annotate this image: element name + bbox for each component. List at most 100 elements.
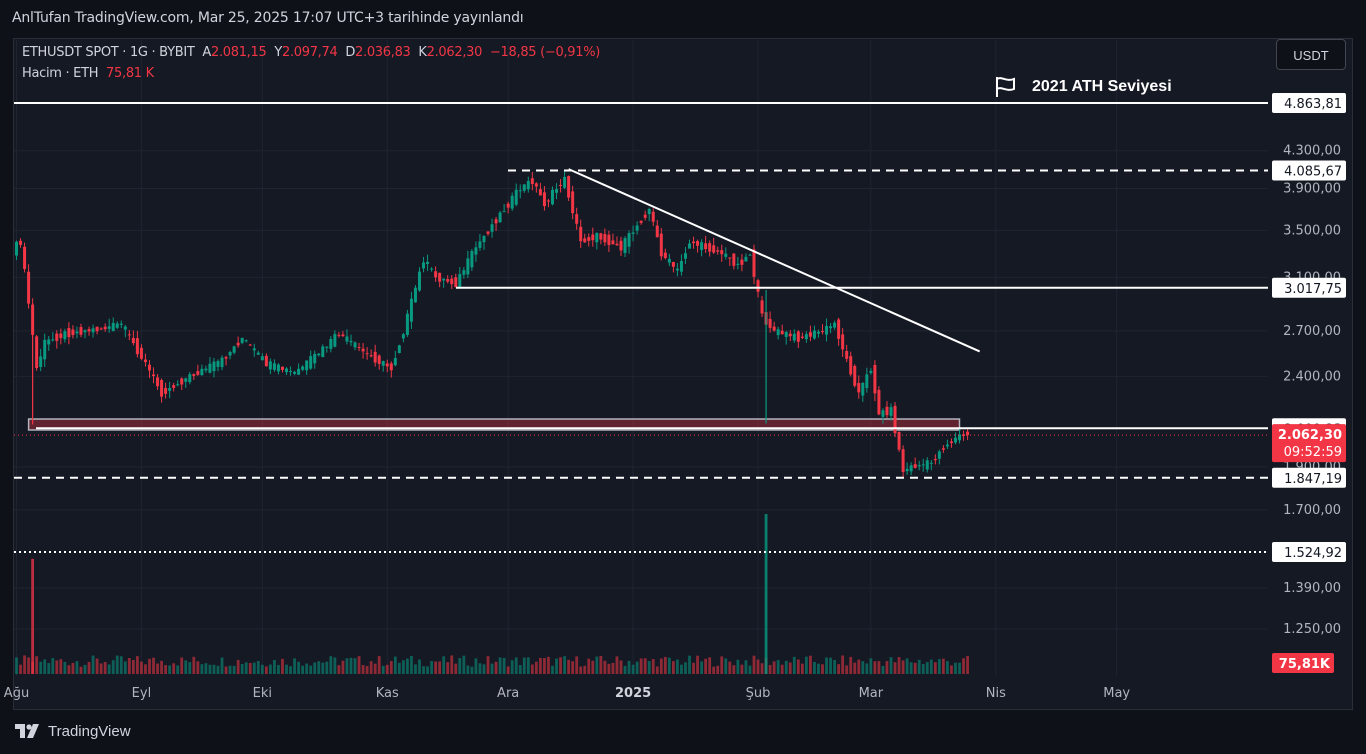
candle-body <box>494 219 498 224</box>
volume-bar <box>313 662 317 674</box>
candle-body <box>663 252 667 259</box>
candle-body <box>591 234 595 241</box>
candle-body <box>349 340 353 343</box>
symbol-name[interactable]: ETHUSDT SPOT · 1G · BYBIT <box>22 45 195 60</box>
volume-bar <box>482 664 486 674</box>
candle-body <box>655 225 659 238</box>
volume-bar <box>909 662 913 674</box>
low-label: D <box>345 45 356 60</box>
volume-label[interactable]: Hacim · ETH <box>22 66 99 81</box>
volume-bar <box>688 655 691 674</box>
volume-bar <box>744 660 748 674</box>
candle-body <box>39 356 43 367</box>
candle-body <box>768 318 772 328</box>
volume-bar <box>27 657 30 674</box>
price-tick-label: 3.900,00 <box>1283 181 1341 196</box>
candle-body <box>937 451 941 459</box>
volume-bar <box>784 660 788 674</box>
volume-bar <box>889 657 893 674</box>
volume-bar <box>478 663 482 674</box>
volume-bar <box>381 665 385 674</box>
ath-annotation[interactable]: 2021 ATH Seviyesi <box>994 76 1172 98</box>
tradingview-brand[interactable]: TradingView <box>14 722 131 740</box>
candle-body <box>506 203 510 208</box>
volume-bar <box>123 661 127 674</box>
candle-body <box>405 313 409 335</box>
volume-bar <box>676 659 679 674</box>
volume-bar <box>152 657 155 674</box>
candle-body <box>833 322 837 328</box>
volume-bar <box>414 664 417 674</box>
candle-body <box>555 189 559 193</box>
candle-body <box>228 352 232 356</box>
time-tick-label: Nis <box>986 686 1006 701</box>
candle-body <box>800 336 804 338</box>
volume-bar <box>377 656 381 674</box>
candle-body <box>796 331 800 342</box>
volume-bar <box>252 662 256 674</box>
volume-bar <box>115 655 119 674</box>
volume-bar <box>192 656 196 674</box>
support-zone[interactable] <box>27 418 961 431</box>
currency-button[interactable]: USDT <box>1276 39 1346 70</box>
volume-bar <box>752 655 756 674</box>
volume-bar <box>63 661 67 674</box>
volume-bar <box>857 659 861 674</box>
volume-bar <box>897 657 901 674</box>
candle-body <box>502 211 506 213</box>
candle-body <box>953 437 957 443</box>
volume-bar <box>849 656 853 674</box>
candle-body <box>748 254 752 256</box>
current-price-tag-box <box>1272 424 1346 463</box>
candle-body <box>103 326 107 330</box>
volume-bar <box>837 664 841 674</box>
candle-body <box>232 346 236 353</box>
price-tick-label: 1.390,00 <box>1283 581 1341 596</box>
descending-trendline[interactable] <box>568 168 981 353</box>
volume-bar <box>587 658 591 674</box>
publish-caption: AnlTufan TradingView.com, Mar 25, 2025 1… <box>12 10 524 26</box>
volume-bar <box>530 664 534 674</box>
volume-bar <box>341 660 345 674</box>
candle-body <box>518 190 522 192</box>
candle-body <box>821 331 824 333</box>
volume-bar <box>547 656 550 674</box>
candle-body <box>909 465 913 472</box>
volume-bar <box>905 658 909 674</box>
volume-bar <box>309 665 313 674</box>
volume-bar <box>196 661 200 674</box>
candle-body <box>361 348 365 352</box>
volume-bar <box>91 655 95 674</box>
candle-body <box>692 241 696 244</box>
candle-body <box>611 240 615 245</box>
candle-body <box>881 410 885 417</box>
volume-bar <box>792 656 796 674</box>
volume-bar <box>208 664 212 674</box>
volume-bar <box>659 658 663 674</box>
time-tick-label: Kas <box>376 686 399 701</box>
candle-body <box>732 253 736 266</box>
volume-bar <box>809 655 812 674</box>
candle-body <box>264 355 268 367</box>
volume-bar <box>591 660 595 674</box>
volume-bar <box>365 666 369 674</box>
volume-bar <box>877 661 881 674</box>
volume-bar <box>833 660 836 674</box>
candle-body <box>740 259 744 265</box>
volume-bar <box>51 658 55 674</box>
volume-bar <box>865 663 869 674</box>
volume-bar <box>712 666 716 674</box>
volume-bar <box>768 664 772 674</box>
volume-bar <box>869 658 873 674</box>
candle-body <box>647 209 651 215</box>
candle-body <box>651 211 655 222</box>
volume-bar <box>950 665 953 674</box>
volume-bar <box>692 662 695 674</box>
price-tag-box <box>1272 277 1346 298</box>
candle-body <box>510 195 514 209</box>
chart-panel[interactable] <box>13 38 1353 710</box>
volume-bar <box>796 659 800 674</box>
volume-bar <box>349 657 353 674</box>
candle-body <box>204 368 208 371</box>
